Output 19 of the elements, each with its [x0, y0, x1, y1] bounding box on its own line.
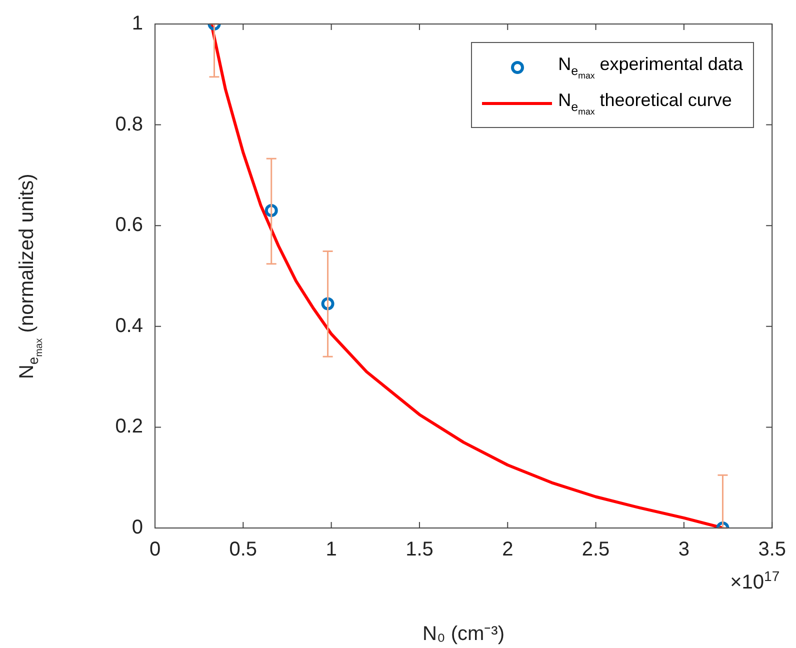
- y-tick-label: 1: [132, 12, 143, 35]
- x-tick-label: 0.5: [229, 538, 258, 561]
- x-tick-label: 3.5: [758, 538, 786, 561]
- text: ×10$^{17}$: [730, 568, 780, 595]
- x-axis-title: N₀ (cm⁻³): [422, 622, 504, 646]
- x-tick-label: 1: [326, 538, 337, 561]
- y-tick-label: 0.2: [115, 416, 143, 438]
- legend-label: N$_{e}$$_{max}$ experimental data: [558, 54, 743, 80]
- legend-label: N$_{e}$$_{max}$ theoretical curve: [558, 90, 732, 116]
- y-tick-label: 0.4: [115, 314, 143, 337]
- point: [321, 297, 334, 310]
- y-tick-label: 0: [132, 516, 143, 539]
- x-tick-label: 1.5: [406, 538, 434, 561]
- x-tick-label: 3: [678, 538, 690, 561]
- x-tick-label: 2.5: [582, 538, 610, 561]
- y-tick-label: 0.8: [115, 113, 143, 136]
- x-tick-label: 2: [502, 538, 514, 561]
- x-tick-label: 0: [149, 538, 161, 561]
- y-tick-label: 0.6: [115, 214, 143, 236]
